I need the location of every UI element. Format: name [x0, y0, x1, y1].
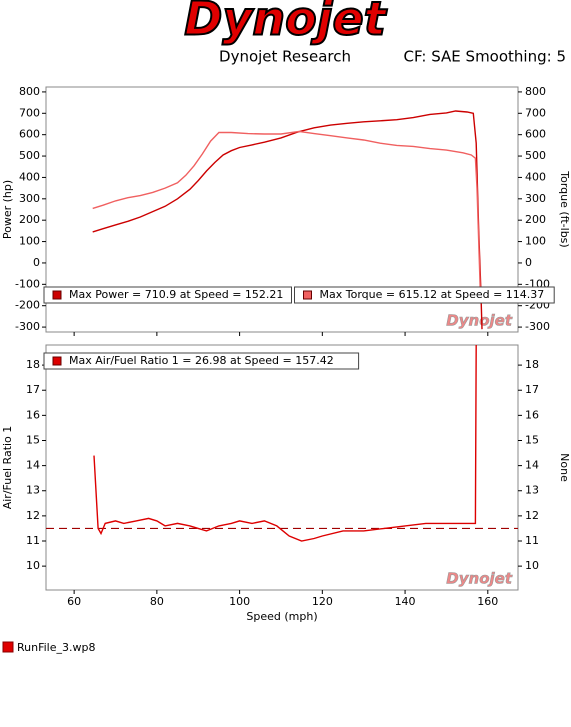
x-tick-label: 120 — [312, 595, 333, 608]
logo: Dynojet — [184, 0, 387, 46]
x-tick-label: 60 — [67, 595, 81, 608]
x-axis-label: Speed (mph) — [246, 610, 317, 623]
y-tick-label: 800 — [19, 85, 40, 98]
y2-tick-label: 800 — [525, 85, 546, 98]
y-tick-label: 15 — [26, 433, 40, 446]
legend-label: Max Power = 710.9 at Speed = 152.21 — [69, 288, 283, 301]
watermark: Dynojet — [446, 570, 513, 588]
y2-tick-label: 13 — [525, 484, 539, 497]
y-tick-label: 400 — [19, 170, 40, 183]
y2-tick-label: 14 — [525, 459, 539, 472]
y2-tick-label: 700 — [525, 106, 546, 119]
file-icon — [2, 641, 14, 653]
legend-box — [43, 352, 360, 370]
series-line — [92, 110, 483, 330]
header-title: Dynojet Research — [219, 48, 351, 66]
y2-tick-label: 10 — [525, 559, 539, 572]
y-tick-label: -100 — [15, 277, 40, 290]
file-name[interactable]: RunFile_3.wp8 — [17, 641, 95, 654]
y2-tick-label: 17 — [525, 383, 539, 396]
legend-box — [43, 286, 292, 304]
y2-tick-label: 18 — [525, 358, 539, 371]
y-axis-label: Air/Fuel Ratio 1 — [1, 426, 14, 510]
y-tick-label: 12 — [26, 509, 40, 522]
x-tick-label: 100 — [229, 595, 250, 608]
y-tick-label: 16 — [26, 408, 40, 421]
y-tick-label: 18 — [26, 358, 40, 371]
y2-tick-label: 400 — [525, 170, 546, 183]
y2-axis-label: Torque (ft-lbs) — [558, 170, 571, 247]
y-tick-label: 500 — [19, 149, 40, 162]
y2-tick-label: 300 — [525, 192, 546, 205]
y2-tick-label: 100 — [525, 235, 546, 248]
y-tick-label: 14 — [26, 459, 40, 472]
y-tick-label: 300 — [19, 192, 40, 205]
y-tick-label: 0 — [33, 256, 40, 269]
header-info: CF: SAE Smoothing: 5 — [403, 48, 566, 66]
y2-tick-label: 600 — [525, 128, 546, 141]
y-tick-label: 10 — [26, 559, 40, 572]
watermark: Dynojet — [446, 312, 513, 330]
y-tick-label: -300 — [15, 320, 40, 333]
x-tick-label: 160 — [477, 595, 498, 608]
x-tick-label: 140 — [395, 595, 416, 608]
y2-tick-label: -300 — [525, 320, 550, 333]
y-tick-label: 17 — [26, 383, 40, 396]
y-tick-label: 100 — [19, 235, 40, 248]
y-tick-label: -200 — [15, 299, 40, 312]
y-tick-label: 600 — [19, 128, 40, 141]
legend-swatch — [52, 290, 62, 300]
y2-tick-label: 15 — [525, 433, 539, 446]
y-tick-label: 700 — [19, 106, 40, 119]
y2-tick-label: 12 — [525, 509, 539, 522]
y-tick-label: 200 — [19, 213, 40, 226]
y2-axis-label: None — [558, 453, 571, 482]
series-line — [93, 345, 477, 542]
y2-tick-label: 0 — [525, 256, 532, 269]
plot-frame — [45, 344, 519, 591]
legend-swatch — [303, 290, 312, 300]
y-tick-label: 11 — [26, 534, 40, 547]
legend-label: Max Torque = 615.12 at Speed = 114.37 — [320, 288, 545, 301]
y-axis-label: Power (hp) — [1, 180, 14, 239]
y-tick-label: 13 — [26, 484, 40, 497]
legend-label: Max Air/Fuel Ratio 1 = 26.98 at Speed = … — [69, 354, 334, 367]
legend-box — [294, 286, 555, 304]
y2-tick-label: 200 — [525, 213, 546, 226]
y2-tick-label: 16 — [525, 408, 539, 421]
y2-tick-label: 11 — [525, 534, 539, 547]
y2-tick-label: 500 — [525, 149, 546, 162]
legend-swatch — [52, 356, 62, 366]
x-tick-label: 80 — [150, 595, 164, 608]
series-line — [92, 130, 482, 296]
